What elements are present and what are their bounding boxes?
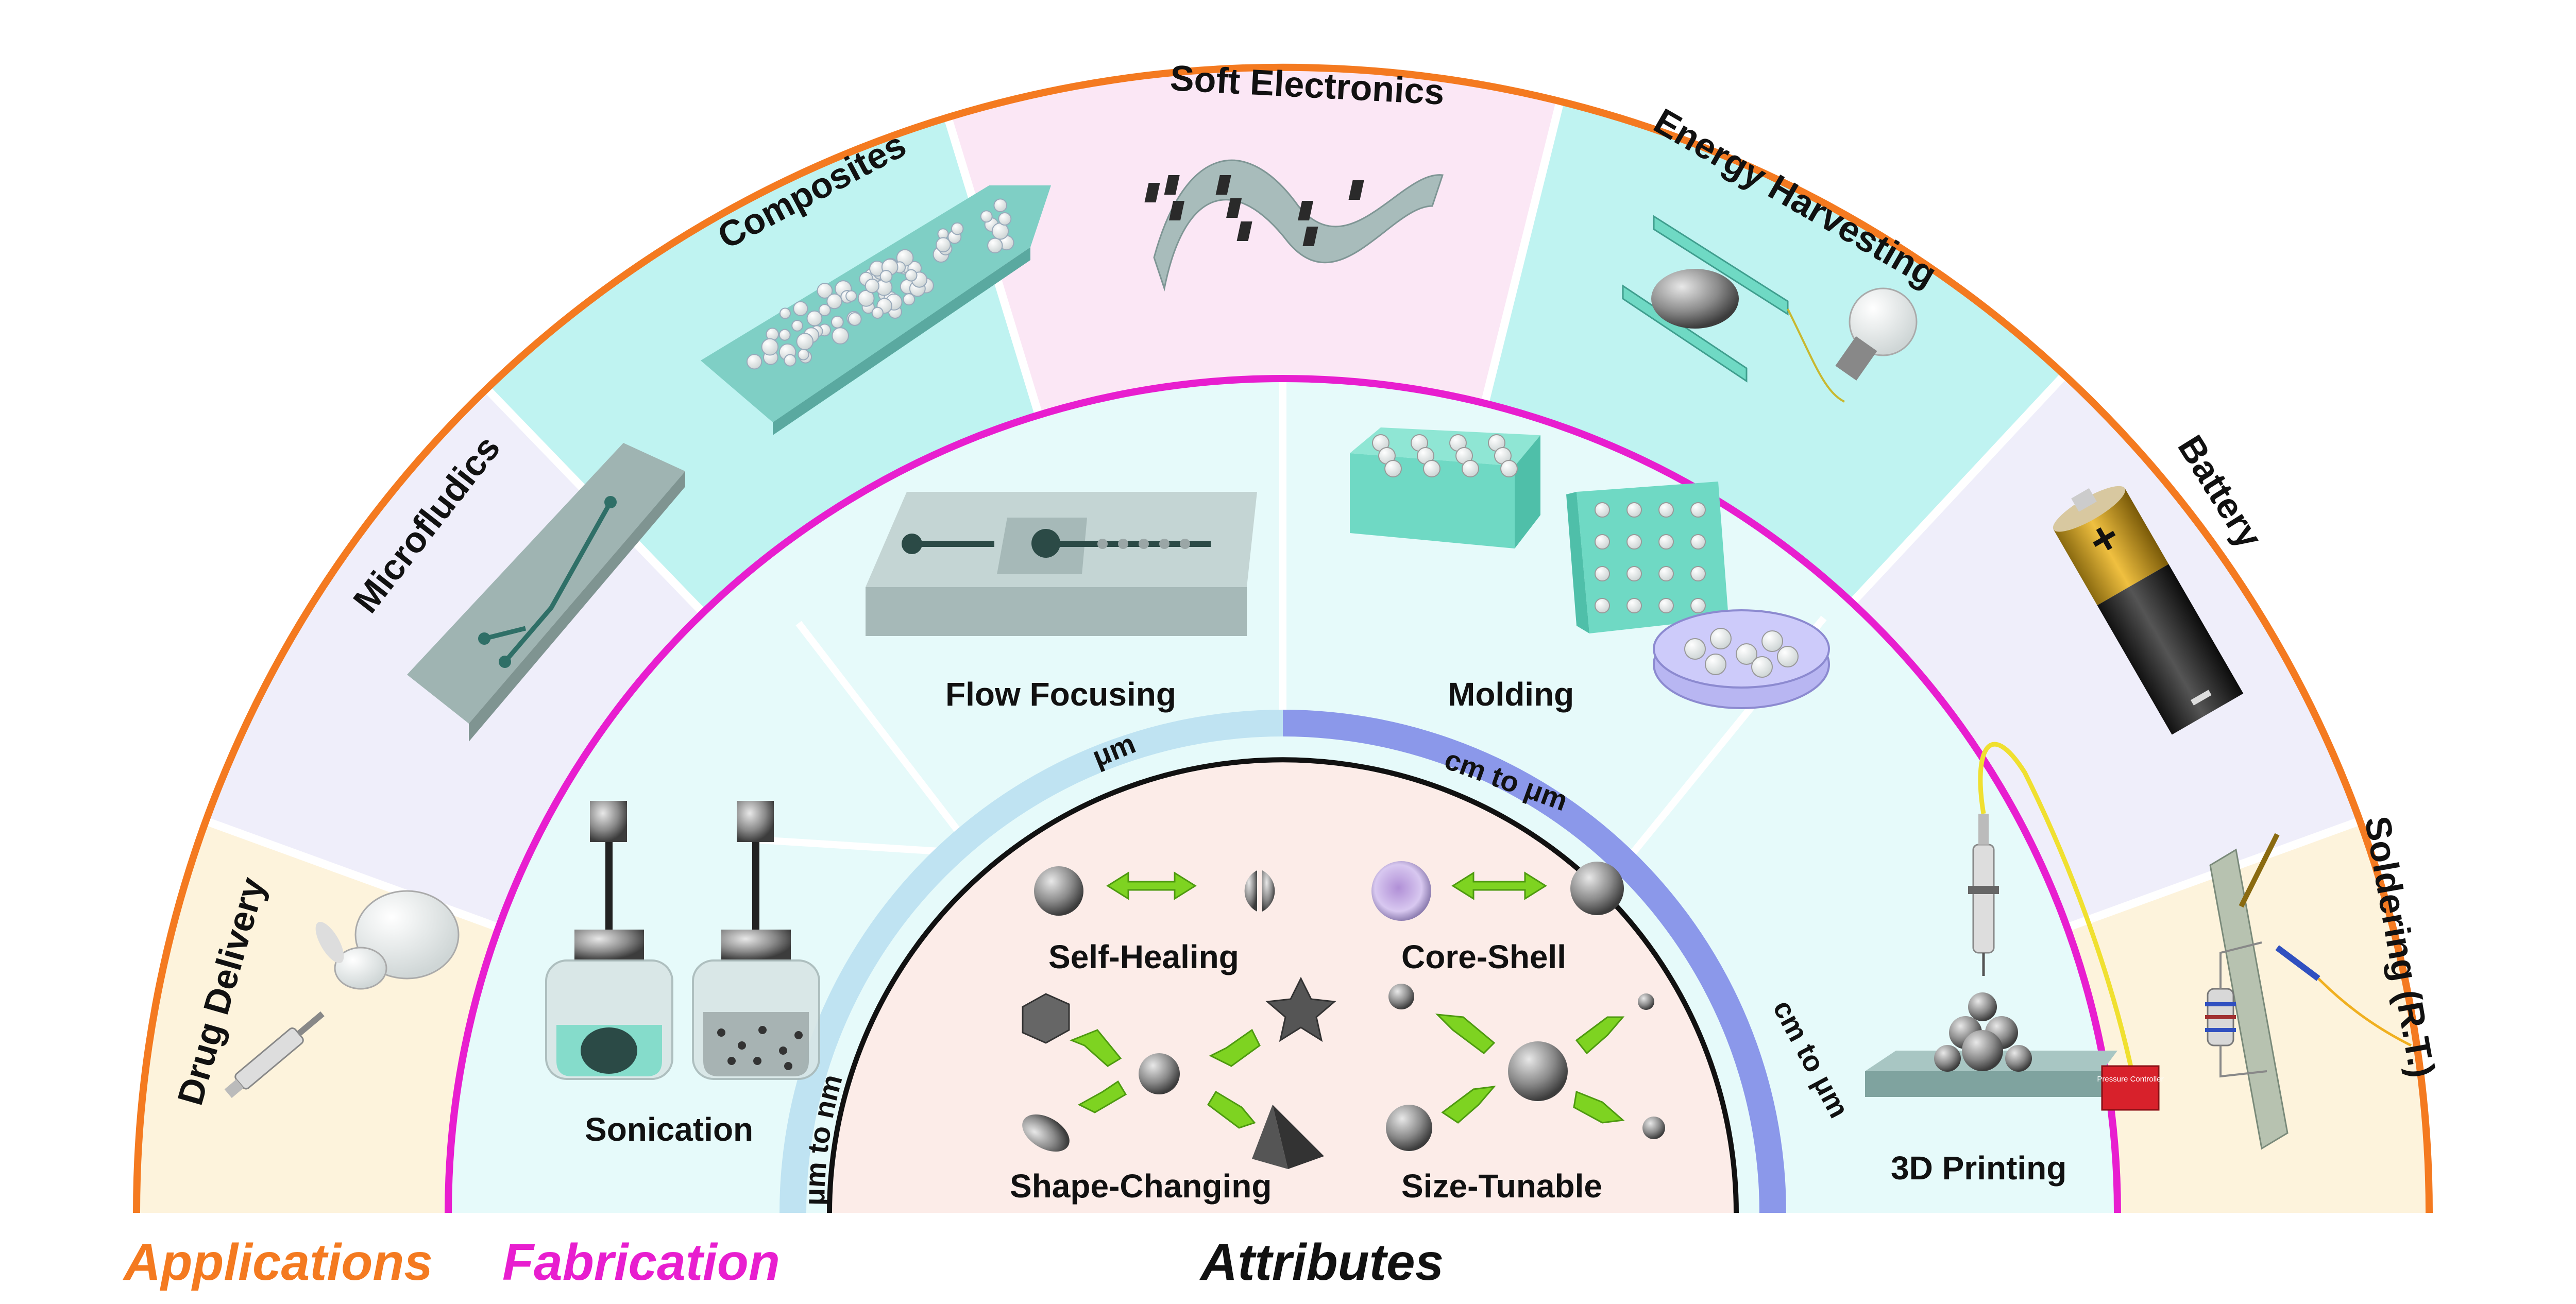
composite-particle xyxy=(784,354,796,367)
mold-sphere xyxy=(1777,646,1799,667)
mold-sphere xyxy=(1705,654,1726,675)
fabrication-outer-arc xyxy=(445,375,2121,1213)
mold-sphere xyxy=(1658,502,1674,518)
composite-particle xyxy=(746,354,762,370)
sonicator-2 xyxy=(692,801,820,1080)
composite-particle xyxy=(798,349,809,361)
mold-sphere xyxy=(1626,502,1642,518)
composite-particle xyxy=(871,306,884,319)
mold-sphere xyxy=(1658,566,1674,581)
mold-sphere xyxy=(1626,598,1642,613)
label-self-healing: Self-Healing xyxy=(1048,938,1239,975)
application-separator xyxy=(1849,372,2068,606)
mold-sphere xyxy=(1462,460,1479,477)
molding-illustration xyxy=(1350,427,1830,709)
soft-electronics-illustration xyxy=(1144,159,1444,291)
label-core-shell: Core-Shell xyxy=(1401,938,1566,975)
composite-particle xyxy=(987,237,1003,253)
composite-particle xyxy=(848,312,862,326)
mold-sphere xyxy=(1658,598,1674,613)
attribute-icons xyxy=(1022,861,1665,1169)
mold-sphere xyxy=(1736,643,1757,665)
microfluidics-illustration xyxy=(407,443,685,742)
pressure-controller-label: Pressure Controller xyxy=(2097,1075,2163,1084)
mold-sphere xyxy=(1595,534,1610,550)
composite-particle xyxy=(796,333,814,350)
mold-sphere xyxy=(1626,534,1642,550)
label-shape-changing: Shape-Changing xyxy=(1010,1168,1272,1205)
flow-focusing-illustration xyxy=(866,492,1257,636)
composite-particle xyxy=(806,310,823,327)
label-flow-focusing: Flow Focusing xyxy=(945,676,1176,713)
attributes-arc xyxy=(827,757,1739,1213)
mold-sphere xyxy=(1595,566,1610,581)
composite-particle xyxy=(817,283,833,299)
composites-illustration xyxy=(701,185,1051,435)
mold-sphere xyxy=(1626,566,1642,581)
label-molding: Molding xyxy=(1448,676,1574,713)
composite-particle xyxy=(818,304,831,317)
3d-printing-illustration: Pressure Controller xyxy=(1865,742,2164,1111)
legend-attributes: Attributes xyxy=(1199,1233,1444,1291)
energy-harvesting-illustration xyxy=(1622,215,1918,403)
composite-particle xyxy=(831,315,844,329)
composite-particle xyxy=(998,212,1012,226)
composite-particle xyxy=(865,279,879,294)
mold-sphere xyxy=(1658,534,1674,550)
soldering-illustration xyxy=(2205,833,2412,1150)
application-sector xyxy=(1484,101,2065,603)
composite-particle xyxy=(980,210,993,223)
composite-particle xyxy=(778,329,791,341)
label-3d-printing: 3D Printing xyxy=(1891,1149,2066,1187)
composite-particle xyxy=(857,289,875,307)
label-sonication: Sonication xyxy=(585,1111,753,1148)
mold-sphere xyxy=(1751,656,1773,678)
composite-particle xyxy=(993,198,1007,213)
drug-delivery-illustration xyxy=(224,890,460,1098)
composite-particle xyxy=(761,338,779,356)
composite-particle xyxy=(951,222,964,235)
composite-particle xyxy=(845,290,857,302)
mold-sphere xyxy=(1595,502,1610,518)
mold-sphere xyxy=(1761,630,1783,652)
mold-sphere xyxy=(1710,628,1732,649)
mold-sphere xyxy=(1595,598,1610,613)
label-size-tunable: Size-Tunable xyxy=(1401,1168,1602,1205)
composite-particle xyxy=(779,307,791,319)
composite-particle xyxy=(905,269,918,282)
sonicator-1 xyxy=(545,801,673,1080)
composite-particle xyxy=(826,293,842,310)
mold-sphere xyxy=(1690,502,1706,518)
legend-applications: Applications xyxy=(122,1233,433,1291)
composite-particle xyxy=(791,320,803,332)
mold-sphere xyxy=(1690,566,1706,581)
composite-particle xyxy=(879,270,893,283)
application-sector xyxy=(1852,374,2360,928)
mold-sphere xyxy=(1690,598,1706,613)
mold-sphere xyxy=(1384,460,1402,477)
applications-outer-arc xyxy=(133,63,2433,1213)
composite-particle xyxy=(832,327,849,345)
mold-sphere xyxy=(1684,638,1706,660)
sonication-illustration xyxy=(545,801,820,1080)
fabrication-labels: Sonication Flow Focusing Molding 3D Prin… xyxy=(585,676,2066,1187)
legend-fabrication: Fabrication xyxy=(502,1233,780,1291)
application-sector xyxy=(947,67,1561,415)
battery-illustration: + xyxy=(2053,486,2244,735)
mold-sphere xyxy=(1500,460,1518,477)
composite-particle xyxy=(903,293,916,306)
legend: Applications Fabrication Attributes xyxy=(122,1233,1444,1291)
composite-particle xyxy=(936,237,951,253)
pressure-controller xyxy=(2101,1065,2160,1111)
attribute-labels: Self-Healing Core-Shell Shape-Changing S… xyxy=(1010,938,1602,1205)
mold-sphere xyxy=(1690,534,1706,550)
application-separator xyxy=(1481,100,1565,405)
composite-particle xyxy=(793,301,808,316)
mold-sphere xyxy=(1423,460,1440,477)
